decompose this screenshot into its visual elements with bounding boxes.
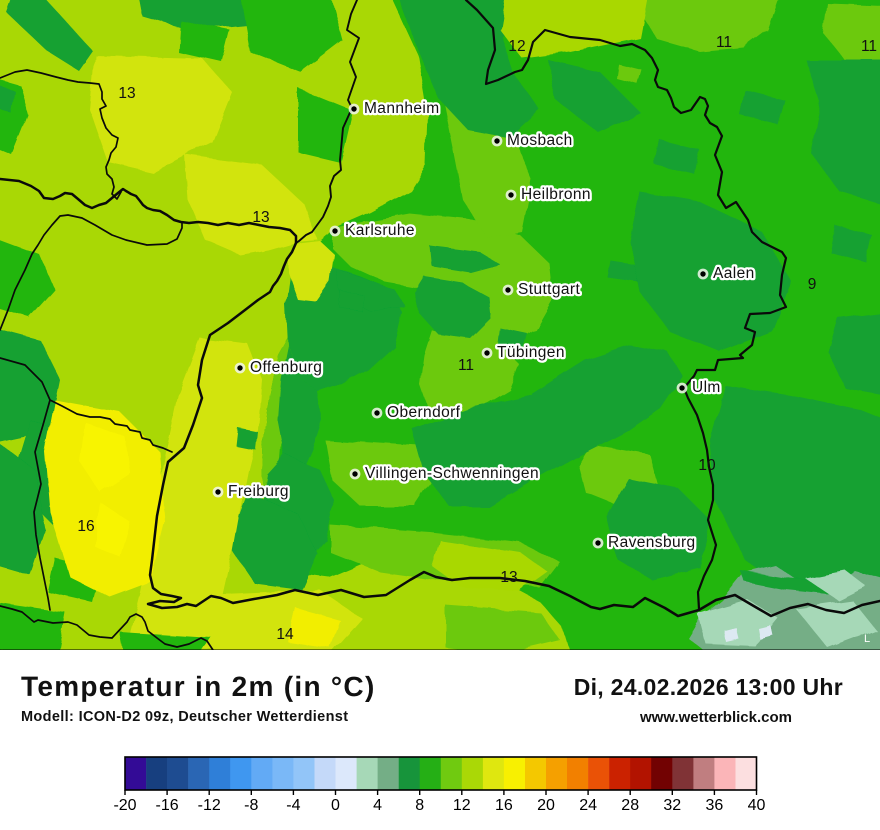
- svg-text:-12: -12: [198, 797, 221, 814]
- svg-text:16: 16: [495, 797, 513, 814]
- svg-text:-16: -16: [156, 797, 179, 814]
- svg-text:Stuttgart: Stuttgart: [518, 281, 580, 298]
- svg-text:Oberndorf: Oberndorf: [387, 404, 461, 421]
- svg-text:Mosbach: Mosbach: [507, 132, 573, 149]
- svg-text:28: 28: [621, 797, 639, 814]
- svg-text:Ravensburg: Ravensburg: [608, 534, 696, 551]
- svg-text:Aalen: Aalen: [713, 265, 755, 282]
- svg-text:13: 13: [500, 569, 517, 586]
- svg-text:-8: -8: [244, 797, 258, 814]
- svg-text:L: L: [864, 633, 870, 645]
- svg-text:-20: -20: [113, 797, 136, 814]
- svg-text:40: 40: [748, 797, 766, 814]
- svg-text:32: 32: [663, 797, 681, 814]
- svg-text:4: 4: [373, 797, 382, 814]
- svg-text:10: 10: [698, 457, 716, 474]
- svg-text:24: 24: [579, 797, 597, 814]
- svg-text:13: 13: [118, 85, 135, 102]
- svg-text:14: 14: [276, 626, 294, 643]
- svg-text:Villingen-Schwenningen: Villingen-Schwenningen: [365, 465, 539, 482]
- svg-text:-4: -4: [286, 797, 300, 814]
- svg-text:Mannheim: Mannheim: [364, 100, 440, 117]
- svg-text:Karlsruhe: Karlsruhe: [345, 222, 415, 239]
- svg-text:16: 16: [77, 518, 94, 535]
- svg-text:11: 11: [861, 38, 877, 55]
- svg-text:13: 13: [252, 209, 269, 226]
- svg-text:Tübingen: Tübingen: [497, 344, 565, 361]
- svg-text:Heilbronn: Heilbronn: [521, 186, 591, 203]
- svg-text:36: 36: [706, 797, 724, 814]
- svg-text:0: 0: [331, 797, 340, 814]
- svg-text:11: 11: [458, 357, 474, 374]
- svg-text:8: 8: [415, 797, 424, 814]
- svg-text:Ulm: Ulm: [692, 379, 721, 396]
- svg-text:9: 9: [808, 276, 817, 293]
- svg-text:Freiburg: Freiburg: [228, 483, 289, 500]
- svg-text:11: 11: [716, 34, 732, 51]
- svg-text:12: 12: [453, 797, 471, 814]
- svg-text:12: 12: [508, 38, 525, 55]
- svg-text:Offenburg: Offenburg: [250, 359, 322, 376]
- svg-text:20: 20: [537, 797, 555, 814]
